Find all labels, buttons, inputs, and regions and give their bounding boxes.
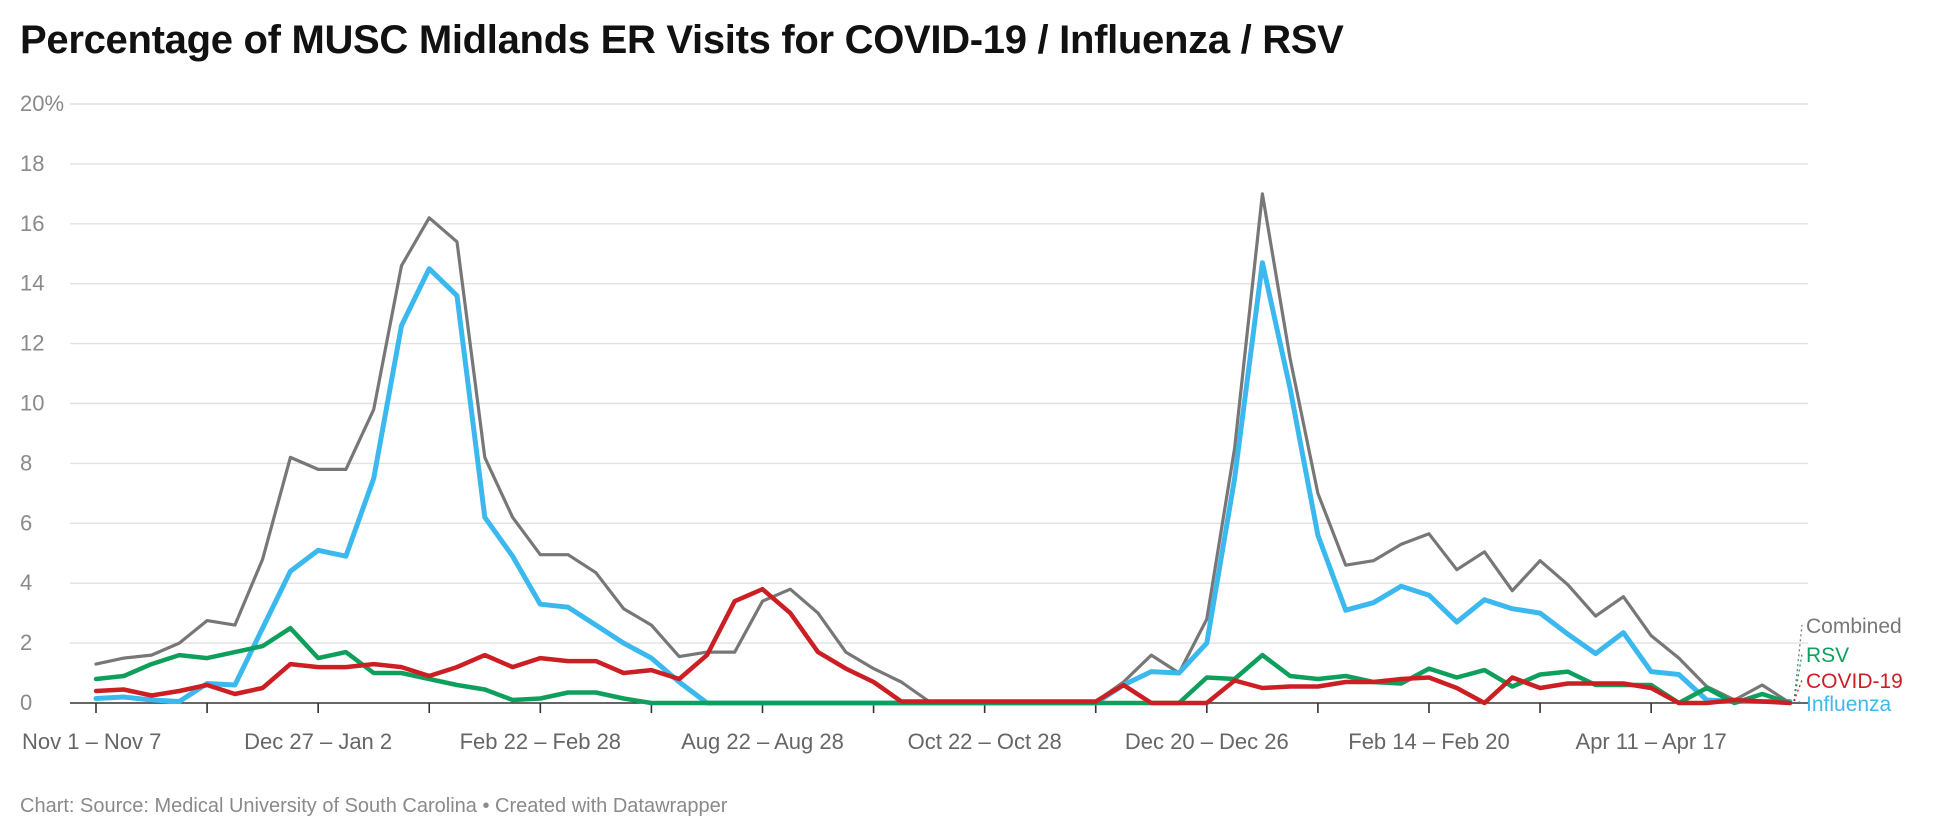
y-tick-label: 12 — [20, 331, 44, 356]
x-tick-label: Apr 11 – Apr 17 — [1576, 729, 1727, 754]
x-axis: Nov 1 – Nov 7 Dec 27 – Jan 2 Feb 22 – Feb … — [22, 702, 1808, 754]
y-tick-label: 4 — [20, 570, 32, 595]
y-tick-label: 14 — [20, 271, 44, 296]
y-tick-label: 10 — [20, 391, 44, 416]
x-tick-label: Feb 22 – Feb 28 — [460, 729, 621, 754]
x-tick-label: Dec 27 – Jan 2 — [244, 729, 392, 754]
x-tick-label: Oct 22 – Oct 28 — [908, 729, 1062, 754]
x-tick-label: Aug 22 – Aug 28 — [681, 729, 844, 754]
y-tick-label: 0 — [20, 690, 32, 715]
y-tick-label: 8 — [20, 450, 32, 475]
series-labels: Combined Influenza RSV COVID-19 — [1793, 615, 1903, 716]
line-chart: 0 2 4 6 8 10 12 14 16 18 20% Nov 1 – Nov 7 Dec 27 –… — [20, 91, 1903, 754]
y-tick-label: 2 — [20, 630, 32, 655]
y-axis-tick-labels: 0 2 4 6 8 10 12 14 16 18 20% — [20, 91, 64, 715]
x-tick-label: Feb 14 – Feb 20 — [1348, 729, 1509, 754]
y-tick-label: 18 — [20, 151, 44, 176]
series-label-covid-19: COVID-19 — [1806, 670, 1903, 693]
x-tick-label: Nov 1 – Nov 7 — [22, 729, 161, 754]
series-line-covid-19 — [93, 586, 1793, 706]
footer-source: Source: Medical University of South Caro… — [80, 795, 477, 817]
series-label-influenza: Influenza — [1806, 693, 1892, 716]
chart-title: Percentage of MUSC Midlands ER Visits fo… — [20, 18, 1344, 62]
series-label-rsv: RSV — [1806, 644, 1849, 667]
footer-separator: • — [476, 795, 496, 817]
footer-credit[interactable]: Created with Datawrapper — [495, 795, 728, 817]
series-label-leader — [1793, 624, 1803, 702]
series-line-influenza — [93, 260, 1793, 706]
gridlines — [70, 103, 1808, 644]
chart-footer: Chart: Source: Medical University of Sou… — [20, 795, 727, 818]
series-label-leader — [1793, 698, 1803, 704]
footer-prefix: Chart: — [20, 795, 81, 817]
series-lines — [93, 192, 1793, 706]
series-label-leader — [1793, 679, 1803, 702]
y-tick-label: 16 — [20, 211, 44, 236]
series-line-combined — [94, 192, 1792, 705]
x-tick-label: Dec 20 – Dec 26 — [1125, 729, 1289, 754]
y-tick-label: 6 — [20, 510, 32, 535]
series-label-combined: Combined — [1806, 615, 1902, 638]
y-tick-label: 20% — [20, 91, 64, 116]
